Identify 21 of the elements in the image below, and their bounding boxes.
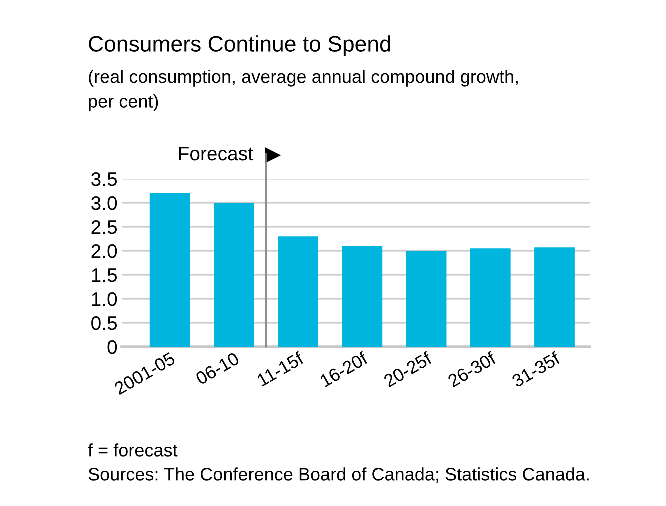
chart-title: Consumers Continue to Spend xyxy=(89,36,390,56)
y-tick-label: 3.5 xyxy=(92,172,118,186)
bar xyxy=(470,248,511,347)
bar xyxy=(278,236,318,347)
source-note: Sources: The Conference Board of Canada; Statistics Canada. xyxy=(88,468,589,483)
chart-subtitle: (real consumption, average annual compound growth, per cent) xyxy=(89,70,518,112)
bar xyxy=(534,248,575,347)
x-tick-label: 06-10 xyxy=(195,352,240,386)
y-tick-label: 2.5 xyxy=(92,220,118,234)
bar xyxy=(150,193,190,347)
y-tick-label: 2.0 xyxy=(92,244,118,258)
y-tick-label: 1.0 xyxy=(92,292,118,306)
text: f = forecast xyxy=(88,444,178,457)
y-tick-label: 0 xyxy=(108,340,118,354)
ref-line-label: Forecast xyxy=(179,147,254,161)
bar xyxy=(214,203,254,347)
bar xyxy=(342,246,383,347)
y-tick-label: 1.5 xyxy=(92,268,118,282)
y-tick-label: 3.0 xyxy=(92,196,118,210)
y-tick-label: 0.5 xyxy=(92,316,118,330)
bar xyxy=(406,251,447,347)
